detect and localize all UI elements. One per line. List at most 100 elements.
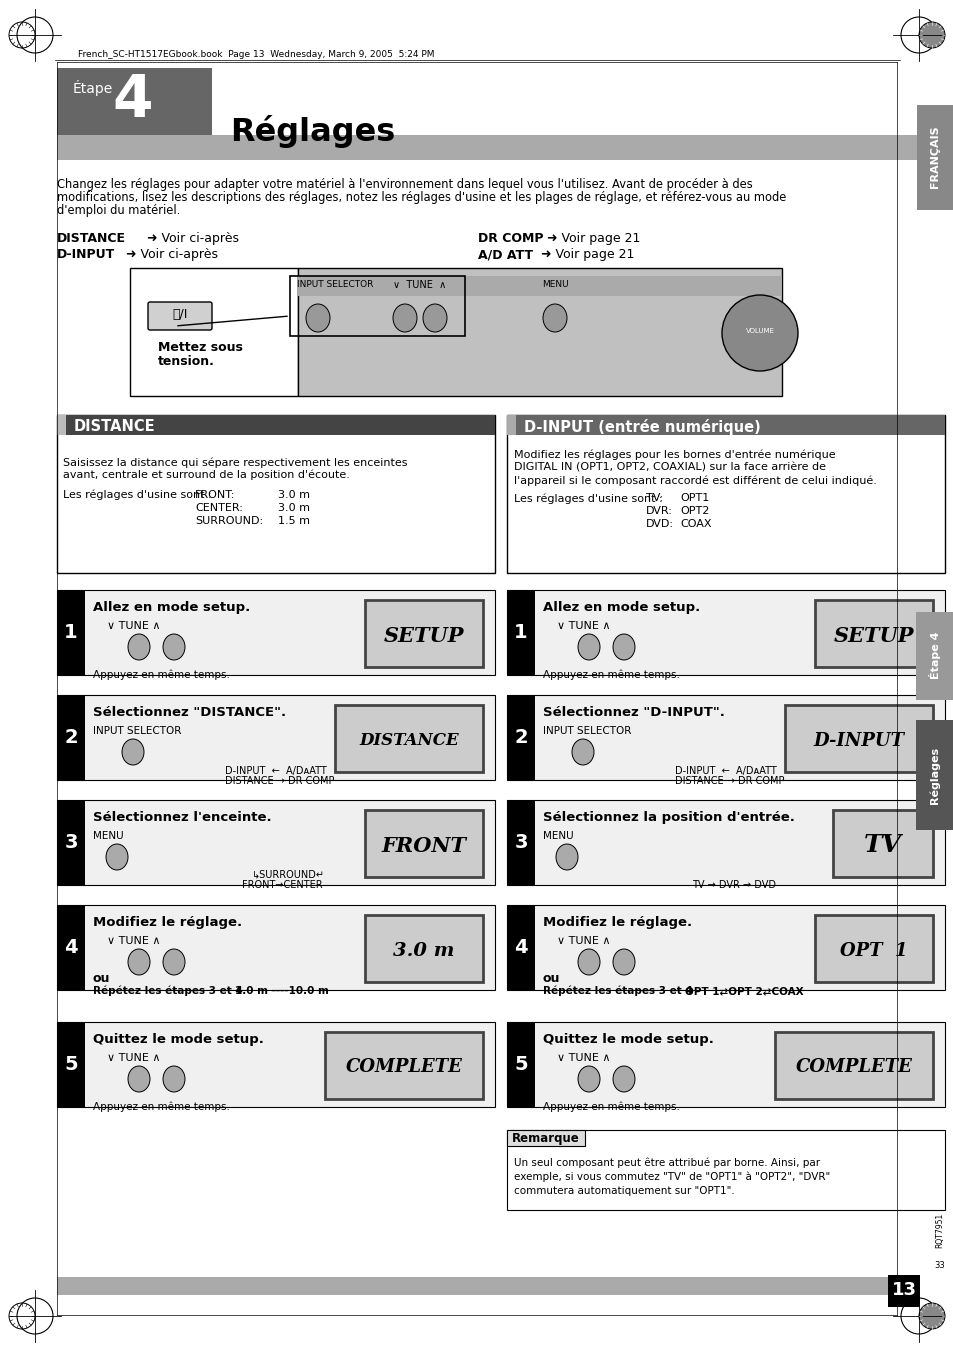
Text: TV: TV: [863, 834, 901, 858]
Text: ➜ Voir page 21: ➜ Voir page 21: [537, 249, 634, 261]
Text: FRANÇAIS: FRANÇAIS: [929, 126, 939, 188]
Ellipse shape: [393, 304, 416, 332]
Text: Étape: Étape: [73, 80, 113, 96]
Text: DVR:: DVR:: [645, 507, 672, 516]
Text: Appuyez en même temps.: Appuyez en même temps.: [92, 1102, 230, 1112]
Text: Les réglages d'usine sont :: Les réglages d'usine sont :: [514, 493, 662, 504]
Ellipse shape: [106, 844, 128, 870]
Text: DVD:: DVD:: [645, 519, 673, 530]
Ellipse shape: [556, 844, 578, 870]
Text: Sélectionnez la position d'entrée.: Sélectionnez la position d'entrée.: [542, 811, 794, 824]
Text: Modifiez les réglages pour les bornes d'entrée numérique: Modifiez les réglages pour les bornes d'…: [514, 450, 835, 461]
Text: 1: 1: [514, 623, 527, 642]
FancyBboxPatch shape: [506, 415, 944, 573]
Text: Appuyez en même temps.: Appuyez en même temps.: [542, 1102, 679, 1112]
Text: 1.5 m: 1.5 m: [277, 516, 310, 526]
FancyBboxPatch shape: [506, 694, 944, 780]
Text: l'appareil si le composant raccordé est différent de celui indiqué.: l'appareil si le composant raccordé est …: [514, 476, 876, 486]
Text: DR COMP: DR COMP: [477, 232, 543, 245]
Text: D-INPUT (entrée numérique): D-INPUT (entrée numérique): [523, 419, 760, 435]
Text: COMPLETE: COMPLETE: [795, 1058, 911, 1077]
Text: TV → DVR → DVD: TV → DVR → DVD: [691, 880, 775, 890]
Text: 3.0 m: 3.0 m: [277, 503, 310, 513]
Text: Quittez le mode setup.: Quittez le mode setup.: [542, 1034, 713, 1046]
Ellipse shape: [613, 948, 635, 975]
Text: OPT  1: OPT 1: [840, 942, 907, 959]
Text: modifications, lisez les descriptions des réglages, notez les réglages d'usine e: modifications, lisez les descriptions de…: [57, 190, 785, 204]
Ellipse shape: [128, 1066, 150, 1092]
Text: 3: 3: [514, 834, 527, 852]
Text: French_SC-HT1517EGbook.book  Page 13  Wednesday, March 9, 2005  5:24 PM: French_SC-HT1517EGbook.book Page 13 Wedn…: [78, 50, 434, 59]
Text: 13: 13: [890, 1281, 916, 1300]
Text: Répétez les étapes 3 et 4: Répétez les étapes 3 et 4: [92, 986, 242, 997]
FancyBboxPatch shape: [130, 267, 297, 396]
Text: Quittez le mode setup.: Quittez le mode setup.: [92, 1034, 264, 1046]
Text: MENU: MENU: [541, 280, 568, 289]
Text: DISTANCE: DISTANCE: [74, 419, 155, 434]
Text: 4: 4: [64, 938, 78, 957]
Ellipse shape: [163, 634, 185, 661]
FancyBboxPatch shape: [365, 600, 482, 667]
Text: OPT1: OPT1: [679, 493, 708, 503]
Text: 5: 5: [514, 1055, 527, 1074]
Text: 3.0 m: 3.0 m: [277, 490, 310, 500]
FancyBboxPatch shape: [57, 694, 495, 780]
Ellipse shape: [306, 304, 330, 332]
Ellipse shape: [578, 1066, 599, 1092]
Text: 2: 2: [514, 728, 527, 747]
Text: RQT7951: RQT7951: [935, 1212, 943, 1247]
FancyBboxPatch shape: [506, 800, 535, 885]
Text: Allez en mode setup.: Allez en mode setup.: [542, 601, 700, 613]
Text: ➜ Voir page 21: ➜ Voir page 21: [542, 232, 639, 245]
Text: D-INPUT  ←  A/DᴀATT: D-INPUT ← A/DᴀATT: [675, 766, 776, 775]
Text: DISTANCE → DR COMP: DISTANCE → DR COMP: [225, 775, 335, 786]
Text: 1: 1: [64, 623, 78, 642]
FancyBboxPatch shape: [887, 1275, 919, 1306]
Text: Changez les réglages pour adapter votre matériel à l'environnement dans lequel v: Changez les réglages pour adapter votre …: [57, 178, 752, 190]
FancyBboxPatch shape: [57, 1021, 495, 1106]
Text: Appuyez en même temps.: Appuyez en même temps.: [92, 670, 230, 681]
Text: tension.: tension.: [158, 355, 214, 367]
Text: ∨ TUNE ∧: ∨ TUNE ∧: [557, 621, 610, 631]
Ellipse shape: [128, 948, 150, 975]
FancyBboxPatch shape: [506, 415, 516, 435]
Text: ∨ TUNE ∧: ∨ TUNE ∧: [557, 936, 610, 946]
FancyBboxPatch shape: [774, 1032, 932, 1098]
Text: COMPLETE: COMPLETE: [345, 1058, 462, 1077]
FancyBboxPatch shape: [57, 590, 495, 676]
Ellipse shape: [163, 948, 185, 975]
Text: Appuyez en même temps.: Appuyez en même temps.: [542, 670, 679, 681]
Text: ∨ TUNE ∧: ∨ TUNE ∧: [107, 936, 160, 946]
FancyBboxPatch shape: [57, 1021, 85, 1106]
Text: Modifiez le réglage.: Modifiez le réglage.: [92, 916, 242, 929]
Text: commutera automatiquement sur "OPT1".: commutera automatiquement sur "OPT1".: [514, 1186, 734, 1196]
Text: FRONT:: FRONT:: [194, 490, 235, 500]
Text: OPT2: OPT2: [679, 507, 709, 516]
FancyBboxPatch shape: [506, 1021, 944, 1106]
Text: avant, centrale et surround de la position d'écoute.: avant, centrale et surround de la positi…: [63, 470, 350, 481]
Text: COAX: COAX: [679, 519, 711, 530]
FancyBboxPatch shape: [506, 415, 944, 435]
Text: Sélectionnez "D-INPUT".: Sélectionnez "D-INPUT".: [542, 707, 724, 719]
Text: Allez en mode setup.: Allez en mode setup.: [92, 601, 250, 613]
Text: MENU: MENU: [92, 831, 124, 842]
Circle shape: [721, 295, 797, 372]
Text: INPUT SELECTOR: INPUT SELECTOR: [92, 725, 181, 736]
Text: DISTANCE: DISTANCE: [57, 232, 126, 245]
FancyBboxPatch shape: [57, 800, 85, 885]
Text: 33: 33: [934, 1260, 944, 1270]
Text: DISTANCE: DISTANCE: [359, 732, 458, 748]
FancyBboxPatch shape: [506, 800, 944, 885]
FancyBboxPatch shape: [148, 303, 212, 330]
FancyBboxPatch shape: [365, 915, 482, 982]
Text: A/D ATT: A/D ATT: [477, 249, 533, 261]
Text: 4: 4: [112, 72, 152, 128]
FancyBboxPatch shape: [57, 135, 919, 159]
Text: ↳SURROUND↵: ↳SURROUND↵: [252, 869, 325, 880]
Text: CENTER:: CENTER:: [194, 503, 243, 513]
Ellipse shape: [163, 1066, 185, 1092]
Text: 3: 3: [64, 834, 77, 852]
Text: D-INPUT: D-INPUT: [813, 731, 903, 750]
Text: ➜ Voir ci-après: ➜ Voir ci-après: [122, 249, 218, 261]
Text: Étape 4: Étape 4: [928, 631, 940, 678]
